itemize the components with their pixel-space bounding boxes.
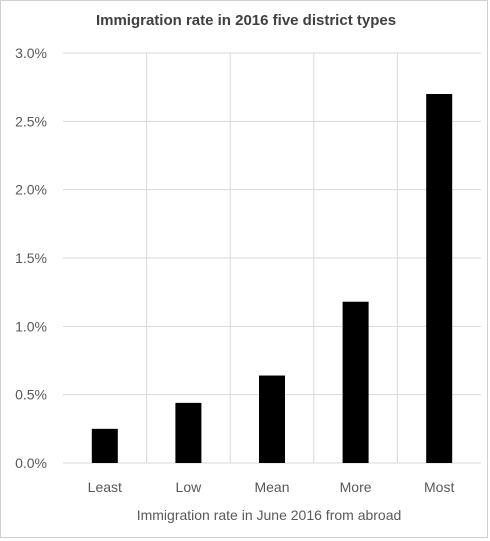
bar-mean: [259, 375, 285, 463]
bar-least: [91, 428, 118, 463]
x-tick-labels: Least Low Mean More Most: [88, 479, 455, 495]
y-tick-label: 0.5%: [15, 387, 47, 403]
y-tick-label: 2.5%: [15, 113, 47, 129]
x-tick-label: Most: [424, 479, 454, 495]
y-tick-labels: 0.0% 0.5% 1.0% 1.5% 2.0% 2.5% 3.0%: [15, 45, 47, 471]
bars: [91, 94, 453, 463]
y-tick-label: 1.5%: [15, 250, 47, 266]
chart-title: Immigration rate in 2016 five district t…: [96, 12, 396, 29]
y-tick-label: 0.0%: [15, 455, 47, 471]
bar-most: [426, 94, 453, 463]
gridlines: [63, 52, 481, 464]
x-axis-label: Immigration rate in June 2016 from abroa…: [137, 507, 402, 523]
y-tick-label: 2.0%: [15, 182, 47, 198]
bar-low: [175, 402, 202, 463]
bar-more: [342, 301, 369, 463]
x-tick-label: Mean: [254, 479, 289, 495]
x-tick-label: Low: [176, 479, 203, 495]
y-tick-label: 3.0%: [15, 45, 47, 61]
y-tick-label: 1.0%: [15, 318, 47, 334]
x-tick-label: More: [340, 479, 372, 495]
x-tick-label: Least: [88, 479, 122, 495]
